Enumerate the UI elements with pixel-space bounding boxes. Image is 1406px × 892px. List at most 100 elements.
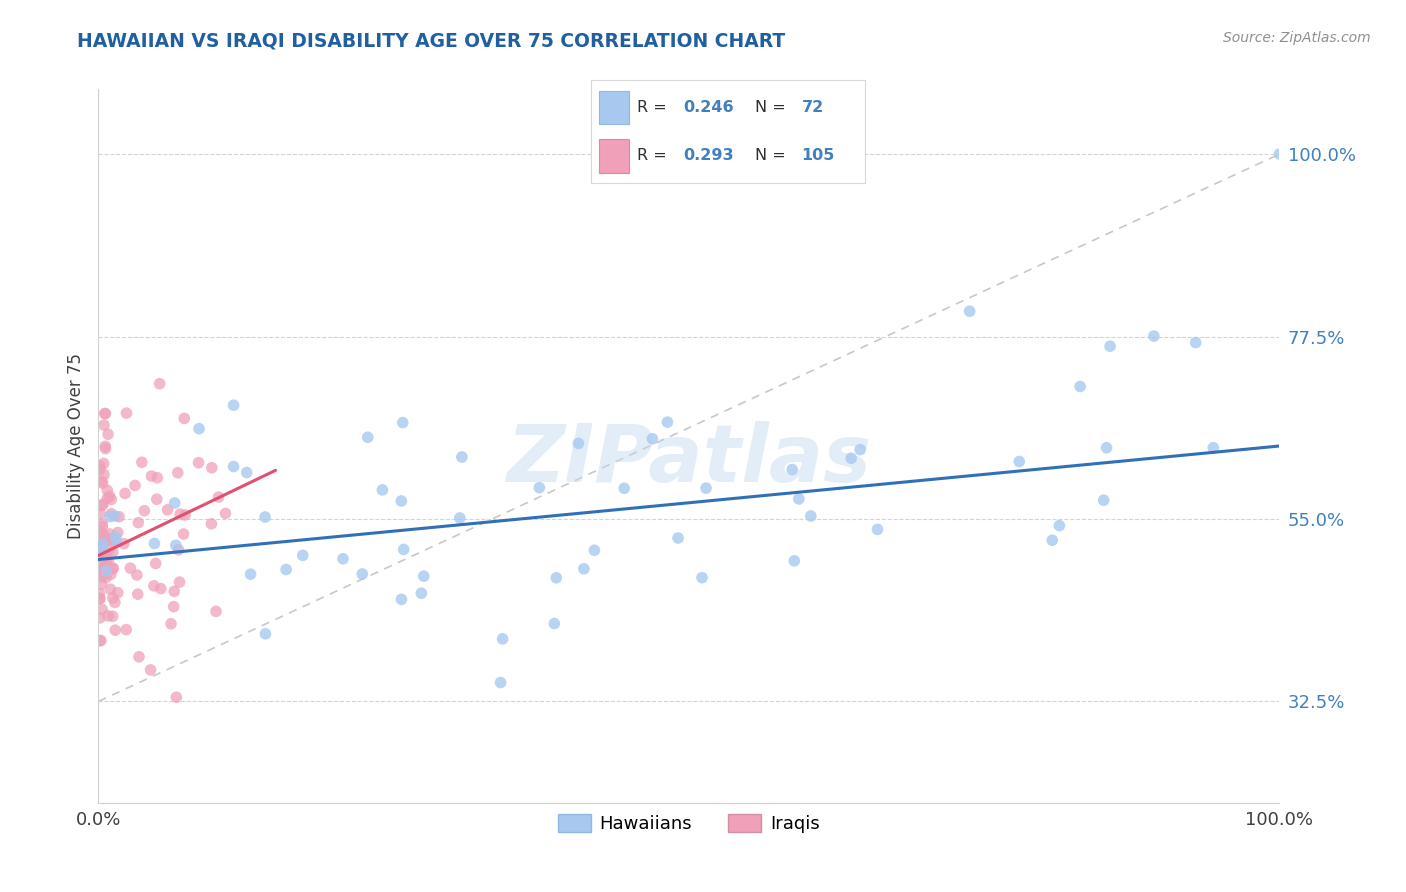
Point — [166, 466, 188, 480]
Point — [104, 508, 127, 523]
Point — [187, 456, 209, 470]
Point — [169, 575, 191, 590]
Point — [567, 436, 589, 450]
Point — [98, 489, 121, 503]
Point — [128, 649, 150, 664]
Point — [125, 568, 148, 582]
Point — [163, 496, 186, 510]
Point — [107, 525, 129, 540]
Point — [89, 633, 111, 648]
Point — [1069, 379, 1091, 393]
Point — [214, 507, 236, 521]
Point — [134, 504, 156, 518]
Point — [839, 451, 862, 466]
Point — [98, 527, 121, 541]
Text: HAWAIIAN VS IRAQI DISABILITY AGE OVER 75 CORRELATION CHART: HAWAIIAN VS IRAQI DISABILITY AGE OVER 75… — [77, 31, 786, 50]
Point — [690, 571, 713, 585]
Point — [89, 528, 111, 542]
Point — [205, 604, 228, 618]
Point — [657, 415, 679, 429]
Point — [222, 398, 245, 412]
Point — [100, 567, 122, 582]
Point — [613, 481, 636, 495]
Point — [239, 567, 262, 582]
Bar — [599, 139, 628, 173]
Point — [145, 557, 167, 571]
Point — [101, 561, 124, 575]
Point — [96, 491, 118, 506]
Point — [90, 533, 112, 548]
Point — [357, 430, 380, 444]
Point — [94, 442, 117, 456]
Point — [127, 516, 149, 530]
Point — [143, 536, 166, 550]
Point — [90, 475, 112, 489]
Point — [169, 507, 191, 521]
Point — [89, 591, 111, 606]
Text: Source: ZipAtlas.com: Source: ZipAtlas.com — [1223, 31, 1371, 45]
Point — [90, 546, 112, 560]
Point — [391, 416, 413, 430]
Point — [93, 457, 115, 471]
Point — [254, 627, 277, 641]
Point — [94, 550, 117, 565]
Point — [141, 469, 163, 483]
Point — [91, 516, 114, 531]
Text: 105: 105 — [801, 148, 835, 163]
Point — [93, 467, 115, 482]
Point — [160, 616, 183, 631]
Point — [101, 545, 124, 559]
Point — [91, 541, 114, 555]
Point — [97, 427, 120, 442]
Point — [783, 554, 806, 568]
Point — [146, 471, 169, 485]
Point — [91, 602, 114, 616]
Point — [90, 534, 112, 549]
Point — [97, 532, 120, 546]
Point — [89, 507, 111, 521]
Point — [120, 561, 142, 575]
Point — [866, 522, 889, 536]
Point — [332, 551, 354, 566]
Point — [90, 577, 112, 591]
Point — [98, 543, 121, 558]
Point — [93, 560, 115, 574]
Point — [91, 537, 114, 551]
Point — [91, 526, 114, 541]
Point — [124, 478, 146, 492]
Point — [188, 422, 211, 436]
Point — [1268, 147, 1291, 161]
Point — [1099, 339, 1122, 353]
Point — [787, 491, 810, 506]
Point — [392, 542, 415, 557]
Point — [491, 632, 513, 646]
Point — [167, 542, 190, 557]
Point — [107, 585, 129, 599]
Point — [112, 537, 135, 551]
Point — [115, 623, 138, 637]
Point — [127, 587, 149, 601]
Point — [89, 462, 111, 476]
Point — [174, 508, 197, 522]
Point — [352, 566, 374, 581]
Point — [114, 486, 136, 500]
Point — [412, 569, 434, 583]
Point — [89, 458, 111, 473]
Point — [1047, 518, 1070, 533]
Point — [451, 450, 474, 464]
Text: ZIPatlas: ZIPatlas — [506, 421, 872, 500]
Point — [94, 570, 117, 584]
Y-axis label: Disability Age Over 75: Disability Age Over 75 — [66, 353, 84, 539]
Point — [89, 563, 111, 577]
Point — [98, 509, 121, 524]
Point — [100, 492, 122, 507]
Point — [200, 516, 222, 531]
Point — [94, 407, 117, 421]
Point — [90, 633, 112, 648]
Point — [1095, 441, 1118, 455]
Point — [165, 690, 187, 705]
Point — [389, 494, 412, 508]
Point — [101, 609, 124, 624]
Point — [371, 483, 394, 497]
Point — [959, 304, 981, 318]
